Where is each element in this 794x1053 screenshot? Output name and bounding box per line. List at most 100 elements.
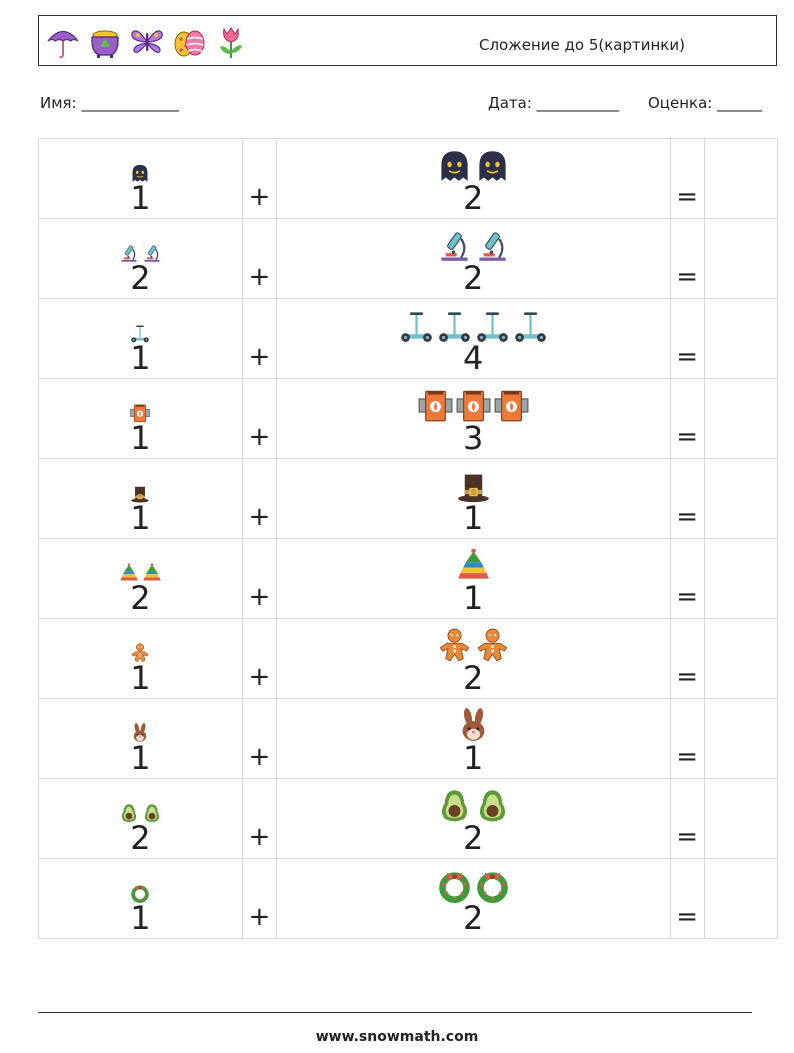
problem-row: 1 +3 = [38, 378, 779, 459]
addend-a-cell: 1 [38, 138, 243, 219]
addend-b: 1 [463, 579, 484, 617]
avocado-icon [479, 790, 505, 822]
microscope-icon [441, 232, 468, 261]
addend-b-cell: 1 [275, 698, 671, 779]
plus-cell: + [241, 538, 277, 619]
wreath-icon [438, 872, 470, 903]
addend-a-icons [39, 717, 242, 743]
addend-b-cell: 2 [275, 858, 671, 939]
answer-cell[interactable] [703, 378, 779, 459]
answer-cell[interactable] [703, 778, 779, 859]
addend-b: 1 [463, 739, 484, 777]
gingerbread-man-icon [477, 628, 508, 662]
addend-b: 3 [463, 419, 484, 457]
equals-sign: = [676, 742, 698, 772]
addend-a-cell: 1 [38, 618, 243, 699]
grade-field: Оценка: ______ [648, 94, 763, 112]
addend-a-icons [39, 317, 242, 343]
answer-cell[interactable] [703, 618, 779, 699]
addend-b-cell: 2 [275, 618, 671, 699]
answer-cell[interactable] [703, 218, 779, 299]
addend-b: 2 [463, 259, 484, 297]
problem-row: 1 +4 = [38, 298, 779, 379]
gingerbread-man-icon [131, 643, 149, 663]
plus-cell: + [241, 378, 277, 459]
addend-a: 1 [130, 499, 151, 537]
addend-b-cell: 2 [275, 778, 671, 859]
equals-cell: = [669, 218, 705, 299]
plus-sign: + [248, 342, 271, 372]
addend-a-icons [39, 157, 242, 183]
barrel-icon [494, 390, 529, 422]
ghost-icon [132, 164, 148, 182]
plus-sign: + [248, 662, 271, 692]
equals-cell: = [669, 378, 705, 459]
addend-b-cell: 1 [275, 538, 671, 619]
equals-cell: = [669, 618, 705, 699]
addend-a-cell: 1 [38, 458, 243, 539]
addend-b: 1 [463, 499, 484, 537]
addend-a-cell: 1 [38, 698, 243, 779]
segway-icon [438, 312, 470, 342]
addend-b-icons [277, 385, 670, 423]
avocado-icon [144, 804, 160, 823]
ghost-icon [479, 151, 506, 181]
problem-row: 1 +1 = [38, 458, 779, 539]
addend-a-icons [39, 637, 242, 663]
pyramid-toy-icon [457, 549, 489, 579]
equals-sign: = [676, 822, 698, 852]
pilgrim-hat-icon [131, 486, 150, 503]
pilgrim-hat-icon [457, 474, 489, 503]
addend-a: 1 [130, 179, 151, 217]
equals-cell: = [669, 458, 705, 539]
problem-row: 2 +2 = [38, 778, 779, 859]
barrel-icon [456, 390, 491, 422]
gingerbread-man-icon [439, 628, 470, 662]
addend-a: 1 [130, 739, 151, 777]
answer-cell[interactable] [703, 858, 779, 939]
addend-b-cell: 2 [275, 218, 671, 299]
plus-cell: + [241, 298, 277, 379]
addend-a-cell: 1 [38, 378, 243, 459]
addend-b-icons [277, 145, 670, 183]
name-field: Имя: _____________ [40, 94, 179, 112]
pyramid-toy-icon [120, 563, 138, 581]
answer-cell[interactable] [703, 138, 779, 219]
answer-cell[interactable] [703, 458, 779, 539]
answer-cell[interactable] [703, 698, 779, 779]
header-box: Сложение до 5(картинки) [38, 15, 777, 66]
addend-a-icons [39, 477, 242, 503]
addend-b: 2 [463, 819, 484, 857]
addend-b: 2 [463, 899, 484, 937]
answer-cell[interactable] [703, 538, 779, 619]
date-field: Дата: ___________ [488, 94, 620, 112]
addend-a: 1 [130, 419, 151, 457]
plus-cell: + [241, 778, 277, 859]
equals-cell: = [669, 778, 705, 859]
addend-b-icons [277, 785, 670, 823]
plus-cell: + [241, 218, 277, 299]
footer-divider [38, 1012, 752, 1013]
answer-cell[interactable] [703, 298, 779, 379]
segway-icon [400, 312, 432, 342]
plus-sign: + [248, 262, 271, 292]
plus-sign: + [248, 502, 271, 532]
addend-b-icons [277, 705, 670, 743]
umbrella-icon [47, 30, 79, 59]
addend-a: 1 [130, 899, 151, 937]
rabbit-icon [462, 708, 485, 741]
plus-cell: + [241, 138, 277, 219]
addend-a-cell: 2 [38, 538, 243, 619]
plus-sign: + [248, 822, 271, 852]
equals-sign: = [676, 582, 698, 612]
tulip-icon [220, 27, 242, 58]
plus-sign: + [248, 582, 271, 612]
addend-a-icons [39, 397, 242, 423]
equals-cell: = [669, 698, 705, 779]
worksheet-title: Сложение до 5(картинки) [479, 36, 685, 54]
addend-a-icons [39, 237, 242, 263]
equals-cell: = [669, 538, 705, 619]
butterfly-icon [131, 30, 163, 53]
addend-a-cell: 2 [38, 218, 243, 299]
equals-sign: = [676, 422, 698, 452]
